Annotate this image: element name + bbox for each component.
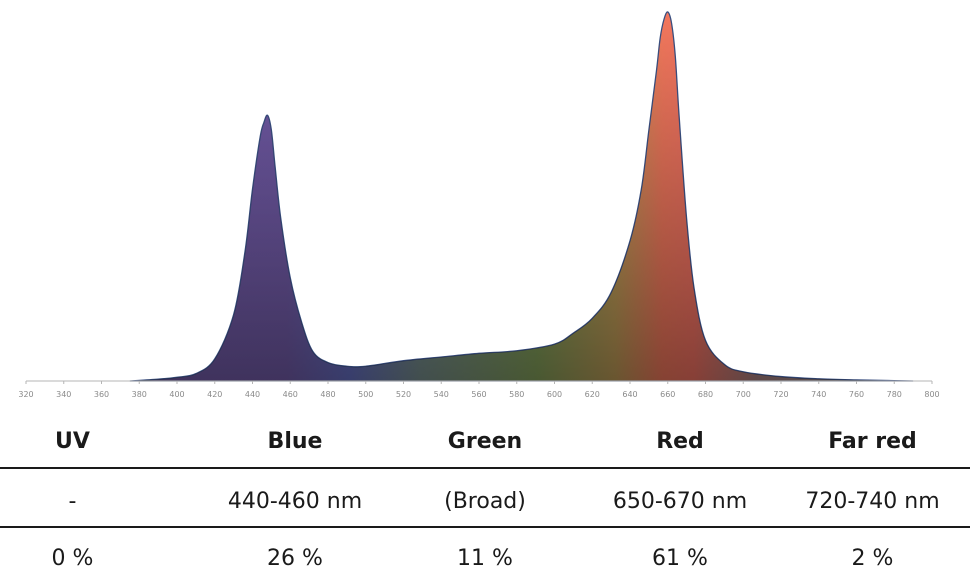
range-uv: - — [68, 489, 77, 514]
range-far-red: 720-740 nm — [805, 489, 940, 514]
spectrum-shading — [129, 11, 914, 381]
x-tick-label: 380 — [132, 390, 147, 399]
share-red: 61 % — [652, 546, 708, 571]
table-divider — [0, 467, 970, 469]
header-blue: Blue — [267, 429, 323, 454]
range-blue: 440-460 nm — [227, 489, 363, 514]
x-tick-label: 660 — [660, 390, 675, 399]
x-tick-label: 740 — [811, 390, 826, 399]
x-tick-label: 780 — [887, 390, 902, 399]
table-row: - 440-460 nm (Broad) 650-670 nm 720-740 … — [0, 482, 970, 522]
share-blue: 26 % — [267, 546, 323, 571]
spectrum-chart: 320 340 360 380 400 420 440 460 480 500 520 540 560 5… — [18, 11, 940, 399]
x-tick-label: 340 — [56, 390, 71, 399]
x-tick-label: 320 — [18, 390, 33, 399]
x-tick-label: 620 — [585, 390, 600, 399]
x-tick-label: 720 — [773, 390, 788, 399]
table-header-row: UV Blue Green Red Far red — [0, 422, 970, 462]
share-uv: 0 % — [51, 546, 94, 571]
x-tick-label: 800 — [924, 390, 939, 399]
table-row: 0 % 26 % 11 % 61 % 2 % — [0, 539, 970, 579]
x-tick-label: 680 — [698, 390, 713, 399]
x-tick-label: 420 — [207, 390, 222, 399]
x-tick-label: 760 — [849, 390, 864, 399]
x-tick-label: 500 — [358, 390, 373, 399]
x-tick-label: 700 — [736, 390, 751, 399]
x-axis-ticks: 320 340 360 380 400 420 440 460 480 500 520 540 560 5… — [18, 381, 940, 399]
header-red: Red — [656, 429, 704, 454]
x-tick-label: 440 — [245, 390, 260, 399]
x-tick-label: 400 — [169, 390, 184, 399]
x-tick-label: 640 — [622, 390, 637, 399]
x-tick-label: 360 — [94, 390, 109, 399]
x-tick-label: 460 — [283, 390, 298, 399]
x-tick-label: 560 — [471, 390, 486, 399]
header-uv: UV — [55, 429, 90, 454]
x-tick-label: 540 — [434, 390, 449, 399]
header-far-red: Far red — [828, 429, 917, 454]
share-far-red: 2 % — [851, 546, 894, 571]
table-divider — [0, 526, 970, 528]
header-green: Green — [447, 429, 523, 454]
x-tick-label: 600 — [547, 390, 562, 399]
range-red: 650-670 nm — [612, 489, 748, 514]
x-tick-label: 480 — [320, 390, 335, 399]
range-green: (Broad) — [444, 489, 526, 514]
x-tick-label: 580 — [509, 390, 524, 399]
share-green: 11 % — [457, 546, 513, 571]
x-tick-label: 520 — [396, 390, 411, 399]
